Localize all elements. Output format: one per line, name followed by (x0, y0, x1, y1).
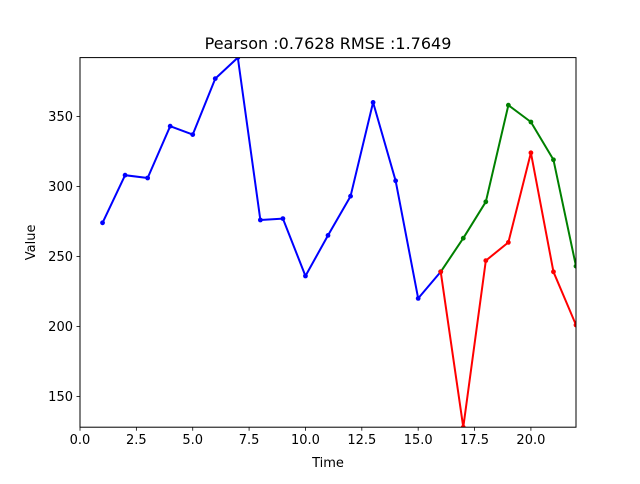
series-1-line (439, 104, 576, 274)
chart-title: Pearson :0.7628 RMSE :1.7649 (205, 34, 452, 53)
series-0-point (122, 172, 128, 178)
x-tick-label: 10.0 (291, 433, 320, 448)
series-0-point (190, 132, 196, 138)
series-0-point (393, 178, 399, 184)
series-0-point (257, 217, 263, 223)
plot-area-frame (79, 57, 577, 428)
series-1-point (528, 119, 534, 125)
series-0-point (235, 57, 241, 60)
series-2-point (528, 150, 534, 156)
x-tick-label: 15.0 (404, 433, 433, 448)
series-1-point (551, 157, 556, 163)
series-2-point (573, 322, 576, 328)
series-2-point (438, 269, 444, 275)
series-1-point (573, 263, 576, 269)
series-0-point (167, 123, 173, 129)
series-0-point (370, 100, 376, 105)
x-tick-label: 0.0 (70, 433, 91, 448)
x-tick-label: 20.0 (516, 433, 545, 448)
y-tick-label: 350 (48, 110, 73, 125)
series-2-point (505, 240, 511, 245)
series-2-point (460, 424, 466, 428)
ticks-layer: 0.0 2.5 5.0 7.5 10.0 12.5 15.0 17.5 20.0 150 200 25… (48, 110, 545, 448)
series-0-point (212, 76, 218, 81)
series-0-point (415, 296, 421, 301)
y-tick-label: 250 (48, 250, 73, 265)
series-0-point (303, 273, 308, 279)
x-tick-label: 7.5 (239, 433, 260, 448)
series-2-line (439, 151, 576, 428)
series-0-line (101, 57, 443, 300)
x-tick-label: 2.5 (126, 433, 147, 448)
series-layer (100, 57, 576, 428)
series-1-point (460, 235, 466, 241)
series-1-point (483, 199, 489, 205)
y-tick-label: 300 (48, 180, 73, 195)
series-0-point (280, 216, 286, 222)
series-0-point (100, 220, 105, 226)
series-1-point (505, 102, 511, 108)
series-2-point (551, 269, 556, 275)
series-0-point (145, 175, 151, 181)
series-0-point (348, 193, 353, 199)
series-0-point (325, 233, 331, 238)
x-axis-label: Time (311, 456, 344, 471)
y-axis-label: Value (24, 225, 39, 261)
x-tick-label: 5.0 (182, 433, 203, 448)
series-2-point (483, 258, 489, 263)
y-tick-label: 200 (48, 320, 73, 335)
x-tick-label: 12.5 (347, 433, 376, 448)
y-tick-label: 150 (48, 390, 73, 405)
x-tick-label: 17.5 (460, 433, 489, 448)
